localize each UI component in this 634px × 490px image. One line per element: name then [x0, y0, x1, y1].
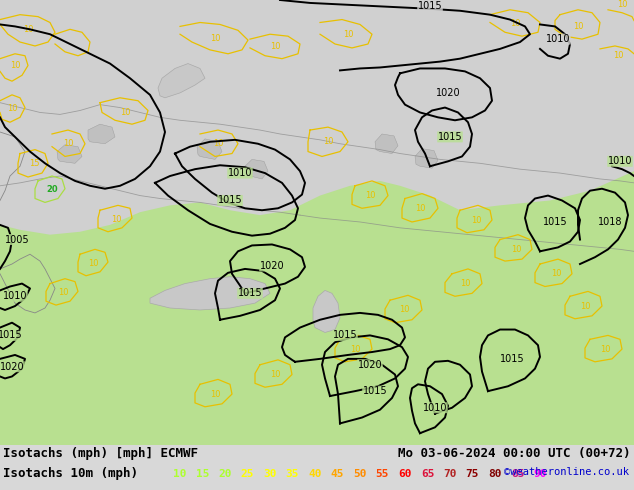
Text: 10: 10: [120, 108, 130, 117]
Text: 1015: 1015: [543, 217, 567, 227]
Polygon shape: [245, 159, 268, 179]
Text: 65: 65: [421, 469, 434, 479]
Text: 35: 35: [286, 469, 299, 479]
Text: 10: 10: [173, 469, 187, 479]
Text: 1010: 1010: [546, 34, 570, 44]
Text: 50: 50: [353, 469, 366, 479]
Text: 10: 10: [617, 0, 627, 9]
Text: 25: 25: [241, 469, 254, 479]
Text: 10: 10: [579, 301, 590, 311]
Text: Isotachs (mph) [mph] ECMWF: Isotachs (mph) [mph] ECMWF: [3, 447, 198, 460]
Text: 10: 10: [399, 305, 410, 315]
Text: 10: 10: [269, 370, 280, 379]
Text: 1005: 1005: [5, 235, 30, 245]
Polygon shape: [0, 0, 634, 445]
Polygon shape: [150, 277, 270, 310]
Text: 1010: 1010: [608, 156, 632, 166]
Text: 1020: 1020: [436, 88, 460, 98]
Text: 10: 10: [10, 61, 20, 70]
Text: 45: 45: [331, 469, 344, 479]
Polygon shape: [375, 134, 398, 153]
Text: Isotachs 10m (mph): Isotachs 10m (mph): [3, 467, 138, 480]
Text: 10: 10: [460, 279, 470, 288]
Text: 70: 70: [443, 469, 456, 479]
Text: 10: 10: [471, 216, 481, 224]
Text: 1010: 1010: [3, 291, 27, 301]
Text: 10: 10: [323, 137, 333, 147]
Text: 10: 10: [365, 191, 375, 200]
Text: 1015: 1015: [363, 386, 387, 396]
Text: 10: 10: [551, 270, 561, 278]
Text: 10: 10: [111, 215, 121, 223]
Text: 20: 20: [218, 469, 232, 479]
Polygon shape: [0, 0, 634, 279]
Text: 75: 75: [466, 469, 479, 479]
Text: 10: 10: [63, 139, 74, 148]
Text: 60: 60: [398, 469, 411, 479]
Text: 20: 20: [46, 185, 58, 194]
Text: 10: 10: [269, 43, 280, 51]
Text: 1020: 1020: [0, 362, 24, 372]
Polygon shape: [415, 148, 438, 168]
Text: 10: 10: [612, 51, 623, 60]
Text: 85: 85: [511, 469, 524, 479]
Text: 1010: 1010: [423, 403, 447, 413]
Text: 10: 10: [511, 245, 521, 254]
Polygon shape: [0, 0, 634, 235]
Text: 15: 15: [196, 469, 209, 479]
Text: 10: 10: [87, 259, 98, 268]
Text: 1015: 1015: [0, 330, 22, 341]
Text: 10: 10: [210, 34, 220, 43]
Text: 10: 10: [210, 390, 220, 398]
Text: Mo 03-06-2024 00:00 UTC (00+72): Mo 03-06-2024 00:00 UTC (00+72): [399, 447, 631, 460]
Text: 15: 15: [29, 159, 39, 168]
Polygon shape: [57, 145, 82, 163]
Text: 10: 10: [415, 204, 425, 213]
Text: 1015: 1015: [418, 1, 443, 11]
Text: 1015: 1015: [217, 196, 242, 205]
Text: 1015: 1015: [333, 330, 358, 341]
Polygon shape: [88, 124, 115, 144]
Text: 10: 10: [510, 19, 521, 28]
Text: 1020: 1020: [260, 261, 284, 271]
Text: 10: 10: [600, 344, 611, 354]
Text: 1015: 1015: [500, 354, 524, 364]
Text: 10: 10: [213, 139, 223, 148]
Polygon shape: [197, 139, 222, 159]
Text: 10: 10: [343, 30, 353, 39]
Text: 1020: 1020: [358, 360, 382, 370]
Text: 55: 55: [376, 469, 389, 479]
Text: 10: 10: [23, 25, 33, 34]
Text: 90: 90: [533, 469, 547, 479]
Polygon shape: [158, 64, 205, 98]
Polygon shape: [313, 291, 340, 333]
Text: 80: 80: [488, 469, 501, 479]
Text: 30: 30: [263, 469, 277, 479]
Text: ©weatheronline.co.uk: ©weatheronline.co.uk: [504, 467, 629, 477]
Text: 10: 10: [350, 344, 360, 354]
Text: 10: 10: [7, 104, 17, 113]
Text: 1015: 1015: [437, 132, 462, 142]
Text: 10: 10: [58, 288, 68, 297]
Text: 1018: 1018: [598, 217, 622, 227]
Text: 1015: 1015: [238, 288, 262, 298]
Text: 40: 40: [308, 469, 321, 479]
Text: 10: 10: [573, 22, 583, 31]
Text: 1010: 1010: [228, 168, 252, 178]
